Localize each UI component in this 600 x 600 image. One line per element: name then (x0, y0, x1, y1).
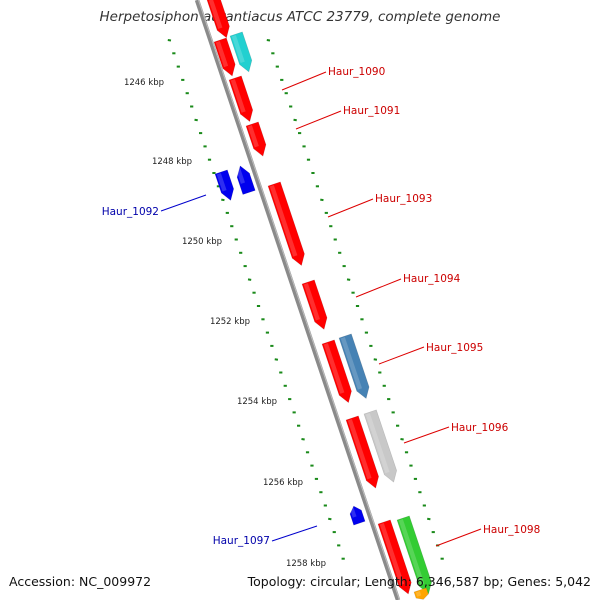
gene-label: Haur_1097 (213, 535, 270, 547)
gene-haur-1094 (301, 279, 328, 330)
genome-backbone (194, 0, 401, 600)
callout-line (378, 346, 425, 365)
inner-tick-major (194, 118, 198, 122)
gene-haur-1093-shape (267, 181, 305, 267)
gene-label: Haur_1095 (426, 342, 483, 354)
outer-tick-major (320, 198, 324, 202)
inner-tick-major (274, 358, 279, 361)
gene-features (206, 0, 432, 600)
gene-haur-1092a-shape (214, 169, 234, 201)
gene-haur-1092a-shine (216, 173, 227, 192)
feature-grey (363, 409, 397, 483)
gene-haur-1089 (206, 0, 230, 39)
gene-label: Haur_1090 (328, 66, 385, 78)
callout-line (271, 525, 318, 542)
gene-haur-1095-shape (321, 339, 352, 404)
scale-label: 1246 kbp (124, 78, 164, 88)
gene-haur-1098 (377, 519, 412, 595)
gene-haur-1090-shape (213, 37, 236, 77)
scale-label: 1250 kbp (182, 237, 222, 247)
scale-label: 1248 kbp (152, 157, 192, 167)
scale-label: 1256 kbp (263, 478, 303, 488)
gene-haur-1090 (213, 37, 236, 77)
inner-tick-major (247, 278, 252, 281)
gene-label: Haur_1098 (483, 524, 540, 536)
gene-haur-1093-shine (269, 185, 298, 257)
gene-haur-1095 (321, 339, 352, 404)
gene-haur-1097-shape (349, 505, 366, 526)
feature-green-shine (398, 519, 425, 585)
callout-line (327, 198, 374, 218)
inner-tick-major (328, 517, 332, 521)
feature-grey-shine (365, 413, 390, 474)
gene-haur-1091b-shine (247, 125, 259, 148)
gene-haur-1098-shine (379, 523, 405, 586)
outer-tick-major (373, 358, 378, 361)
outer-tick-major (266, 39, 271, 42)
gene-label: Haur_1092 (102, 206, 159, 218)
gene-haur-1091a-shine (230, 79, 246, 113)
gene-haur-1096 (345, 415, 379, 489)
gene-haur-1095-shine (323, 343, 345, 394)
genome-backbone-highlight (198, 0, 400, 600)
inner-tick-major (301, 438, 305, 441)
callout-line (281, 71, 327, 91)
callout-line (295, 110, 342, 130)
gene-haur-1089-shape (206, 0, 230, 39)
gene-haur-1096-shine (347, 419, 372, 480)
gene-callouts: Haur_1090 Haur_1091 Haur_1092 Haur_1093 Haur… (102, 66, 541, 547)
feature-steelblue (338, 333, 370, 400)
scale-label: 1254 kbp (237, 397, 277, 407)
scale-label: 1258 kbp (286, 559, 326, 569)
gene-haur-1096-shape (345, 415, 379, 489)
gene-label: Haur_1096 (451, 422, 509, 434)
feature-orange-shine (415, 591, 422, 597)
gene-haur-1098-shape (377, 519, 412, 595)
outer-tick-major (293, 118, 297, 122)
callout-line (355, 278, 402, 298)
scale-labels: 1246 kbp 1248 kbp 1250 kbp 1252 kbp 1254 kbp… (124, 78, 326, 569)
feature-orange (413, 587, 429, 600)
gene-haur-1092b-shine (235, 167, 246, 184)
gene-label: Haur_1091 (343, 105, 400, 117)
tick-marks-outer (266, 39, 444, 560)
feature-orange-shape (413, 587, 429, 600)
gene-haur-1097-shine (349, 507, 357, 518)
feature-steelblue-shape (338, 333, 370, 400)
gene-label: Haur_1094 (403, 273, 461, 285)
gene-label: Haur_1093 (375, 193, 432, 205)
inner-tick-major (167, 39, 172, 42)
outer-tick-major (427, 517, 431, 521)
gene-haur-1091b-shape (245, 121, 267, 157)
inner-tick-major (221, 198, 225, 202)
gene-haur-1093 (267, 181, 305, 267)
gene-haur-1090-shine (215, 41, 229, 68)
gene-haur-1092b-shape (236, 165, 256, 195)
gene-haur-1094-shine (303, 283, 320, 321)
callout-line (435, 528, 482, 547)
callout-line (403, 426, 450, 444)
accession-text: Accession: NC_009972 (9, 574, 152, 589)
feature-teal-shape (229, 31, 253, 73)
feature-teal (229, 31, 253, 73)
outer-tick-major (346, 278, 351, 281)
gene-haur-1092a (214, 169, 234, 201)
gene-haur-1089-shine (208, 0, 223, 29)
callout-line (160, 194, 207, 212)
gene-haur-1091a (228, 75, 254, 123)
gene-haur-1091b (245, 121, 267, 157)
gene-haur-1091a-shape (228, 75, 254, 123)
feature-green (396, 515, 432, 595)
genome-summary-text: Topology: circular; Length: 6,346,587 bp… (247, 574, 591, 589)
outer-tick-major (400, 438, 404, 441)
feature-grey-shape (363, 409, 397, 483)
feature-teal-shine (231, 35, 245, 64)
gene-haur-1094-shape (301, 279, 328, 330)
gene-haur-1097 (349, 505, 366, 526)
scale-label: 1252 kbp (210, 317, 250, 327)
feature-green-shape (396, 515, 432, 595)
gene-haur-1092b (235, 165, 256, 195)
feature-steelblue-shine (340, 337, 363, 390)
